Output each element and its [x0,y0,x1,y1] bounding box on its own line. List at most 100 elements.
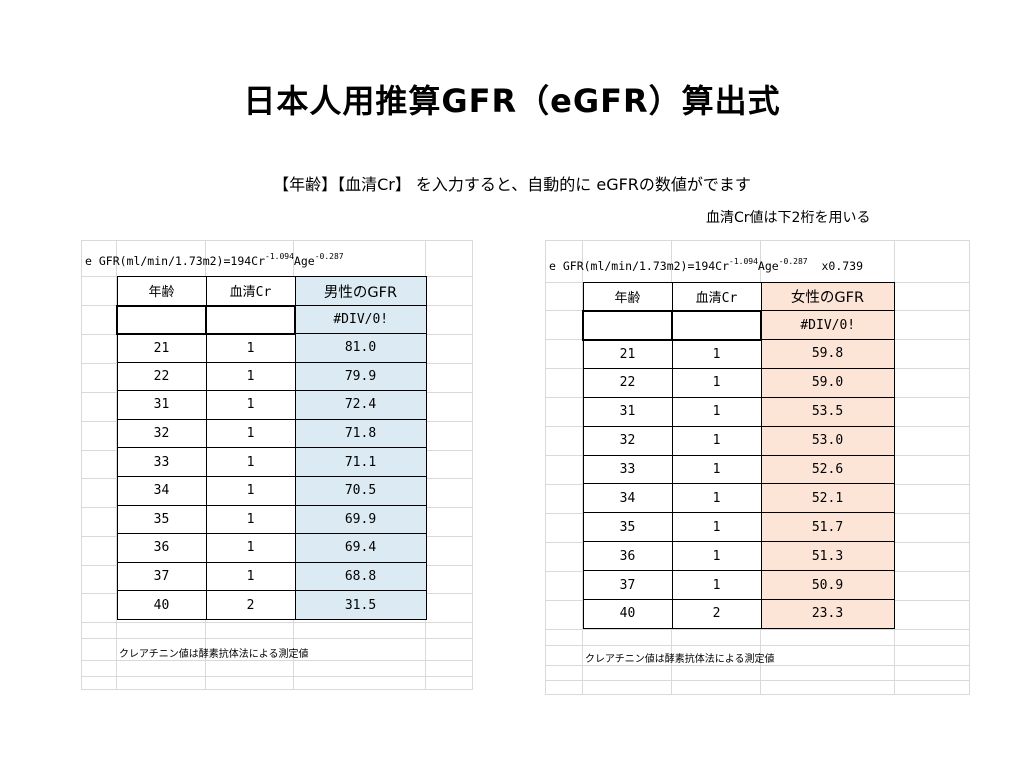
gridline [545,240,970,241]
age-cell: 40 [582,599,673,629]
gridline [545,240,546,695]
gridline [81,240,82,690]
gridline [81,638,473,639]
gfr-cell: 31.5 [294,590,427,620]
gridline [81,240,473,241]
age-cell: 35 [582,512,673,543]
cr-cell: 1 [205,561,296,592]
male-sheet: e GFR(ml/min/1.73m2)=194Cr-1.094Age-0.28… [81,240,473,690]
table-row: 32 1 71.8 [116,418,427,449]
cr-cell: 1 [205,418,296,449]
gfr-cell: 23.3 [760,599,895,629]
gfr-cell: 53.0 [760,425,895,456]
gfr-cell: 59.0 [760,367,895,398]
cr-cell: 1 [671,425,762,456]
table-row: 31 1 53.5 [582,396,895,427]
cr-cell: 1 [205,533,296,563]
female-gfr-table: 年齢 血清Cr 女性のGFR #DIV/0! 21 1 59.8 22 1 59.0 31 1… [582,282,895,629]
gfr-cell: 59.8 [760,339,895,369]
age-input-cell[interactable] [582,309,673,341]
gridline [81,660,473,661]
age-cell: 37 [116,561,207,592]
cr-cell: 1 [205,504,296,535]
table-row: 36 1 69.4 [116,533,427,563]
age-cell: 32 [116,418,207,449]
cr-cell: 2 [205,590,296,620]
age-cell: 22 [116,361,207,392]
gridline [81,622,473,623]
cr-cell: 1 [671,541,762,572]
gfr-cell: 72.4 [294,390,427,420]
gridline [969,240,970,695]
gfr-cell: 53.5 [760,396,895,427]
table-row: 35 1 51.7 [582,512,895,543]
gridline [472,240,473,690]
male-gfr-table: 年齢 血清Cr 男性のGFR #DIV/0! 21 1 81.0 22 1 79.9 31 1… [116,276,427,620]
table-row: 21 1 81.0 [116,333,427,363]
cr-cell: 1 [205,447,296,477]
age-cell: 37 [582,570,673,601]
gfr-cell: 51.7 [760,512,895,543]
gfr-cell: 81.0 [294,333,427,363]
gfr-cell: 69.4 [294,533,427,563]
gridline [545,645,970,646]
age-cell: 21 [116,333,207,363]
cr-cell: 1 [671,367,762,398]
cr-cell: 1 [671,339,762,369]
table-row: 34 1 70.5 [116,475,427,506]
header-age: 年齢 [116,276,207,306]
age-cell: 33 [582,454,673,485]
header-cr: 血清Cr [205,276,296,306]
cr-input-cell[interactable] [205,304,296,335]
header-age: 年齢 [582,282,673,311]
gfr-result-cell: #DIV/0! [294,305,427,334]
cr-input-cell[interactable] [671,309,762,341]
age-cell: 21 [582,339,673,369]
age-input-cell[interactable] [116,304,207,335]
header-cr: 血清Cr [671,282,762,311]
table-row: 37 1 50.9 [582,570,895,601]
page-title: 日本人用推算GFR（eGFR）算出式 [243,82,781,120]
cr-cell: 1 [671,396,762,427]
age-cell: 32 [582,425,673,456]
table-row: 33 1 52.6 [582,454,895,485]
cr-cell: 1 [671,454,762,485]
gridline [894,240,895,695]
age-cell: 36 [582,541,673,572]
gridline [545,629,970,630]
gridline [545,694,970,695]
table-row: 21 1 59.8 [582,339,895,369]
age-cell: 35 [116,504,207,535]
table-row: 22 1 79.9 [116,361,427,392]
table-row: 22 1 59.0 [582,367,895,398]
gfr-cell: 52.1 [760,483,895,514]
table-row: 33 1 71.1 [116,447,427,477]
age-cell: 34 [116,475,207,506]
gfr-result-cell: #DIV/0! [760,310,895,340]
female-formula: e GFR(ml/min/1.73m2)=194Cr-1.094Age-0.28… [549,257,864,273]
cr-cell: 1 [205,390,296,420]
cr-note: 血清Cr値は下2桁を用いる [706,210,871,226]
gfr-cell: 52.6 [760,454,895,485]
gridline [545,665,970,666]
cr-cell: 1 [671,570,762,601]
gfr-cell: 69.9 [294,504,427,535]
table-row: 34 1 52.1 [582,483,895,514]
table-row: 35 1 69.9 [116,504,427,535]
age-cell: 36 [116,533,207,563]
gridline [81,689,473,690]
table-row: 36 1 51.3 [582,541,895,572]
age-cell: 40 [116,590,207,620]
gridline [81,676,473,677]
age-cell: 33 [116,447,207,477]
table-row: 37 1 68.8 [116,561,427,592]
cr-cell: 1 [205,475,296,506]
male-formula: e GFR(ml/min/1.73m2)=194Cr-1.094Age-0.28… [85,252,344,268]
cr-cell: 1 [205,361,296,392]
male-footnote: クレアチニン値は酵素抗体法による測定値 [119,649,309,660]
cr-cell: 1 [671,483,762,514]
cr-cell: 1 [671,512,762,543]
table-row: 40 2 23.3 [582,599,895,629]
gfr-cell: 79.9 [294,361,427,392]
age-cell: 22 [582,367,673,398]
